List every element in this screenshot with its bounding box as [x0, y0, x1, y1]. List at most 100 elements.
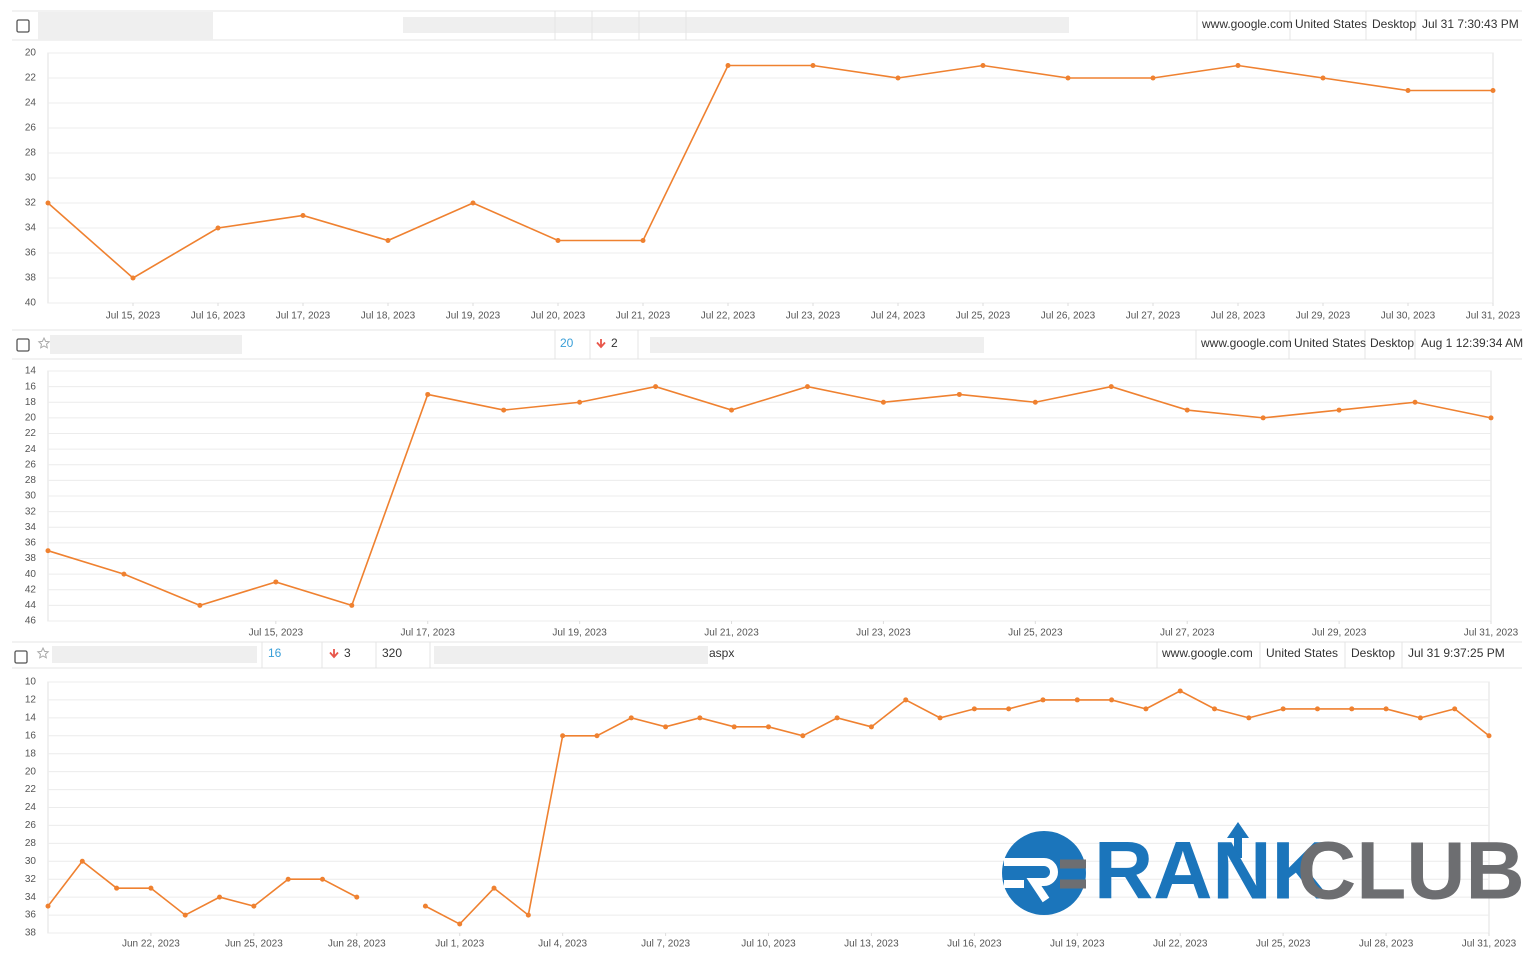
rank-point: [491, 885, 497, 891]
logo-glyph: [1060, 859, 1086, 889]
y-tick-label: 36: [25, 538, 37, 549]
y-tick-label: 36: [25, 248, 37, 259]
y-tick-label: 12: [25, 695, 37, 706]
rank-point: [217, 894, 223, 900]
y-tick-label: 34: [25, 522, 37, 533]
x-tick-label: Jul 25, 2023: [1256, 939, 1311, 950]
search-engine: www.google.com: [1200, 336, 1292, 350]
checkbox[interactable]: [14, 650, 28, 664]
x-tick-label: Jul 17, 2023: [400, 628, 455, 639]
rank-point: [525, 912, 531, 918]
rank-point: [1177, 688, 1183, 694]
y-tick-label: 32: [25, 874, 37, 885]
x-tick-label: Jul 28, 2023: [1211, 311, 1266, 322]
rank-point: [182, 912, 188, 918]
y-tick-label: 20: [25, 48, 37, 59]
x-tick-label: Jul 10, 2023: [741, 939, 796, 950]
y-tick-label: 28: [25, 148, 37, 159]
rank-point: [810, 63, 816, 68]
y-tick-label: 46: [25, 616, 37, 627]
rank-line: [47, 690, 1490, 926]
rank: 16: [268, 646, 282, 660]
x-tick-label: Jul 20, 2023: [531, 311, 586, 322]
rank-point: [1108, 384, 1114, 390]
rank: 20: [560, 336, 574, 350]
y-tick-label: 26: [25, 123, 37, 134]
x-tick-label: Jul 17, 2023: [276, 311, 331, 322]
check-date: Jul 31 9:37:25 PM: [1408, 646, 1505, 660]
x-tick-label: Jul 29, 2023: [1296, 311, 1351, 322]
x-tick-label: Jul 15, 2023: [106, 311, 161, 322]
rank-point: [1314, 706, 1320, 712]
rank-point: [121, 571, 127, 577]
logo-word: CLUB: [1297, 826, 1525, 917]
check-date: Jul 31 7:30:43 PM: [1422, 17, 1519, 31]
y-tick-label: 36: [25, 910, 37, 921]
logo-mark: [1002, 831, 1086, 915]
y-tick-label: 20: [25, 766, 37, 777]
y-tick-label: 40: [25, 298, 37, 309]
rank-point: [319, 876, 325, 882]
rank-point: [628, 715, 634, 721]
rank-point: [45, 200, 51, 206]
rank-point: [1490, 88, 1496, 93]
rank-point: [980, 63, 986, 68]
country: United States: [1266, 646, 1338, 660]
url: aspx: [709, 646, 734, 660]
y-tick-label: 32: [25, 198, 37, 209]
x-tick-label: Jul 15, 2023: [249, 628, 304, 639]
rank-point: [868, 724, 874, 730]
rank-point: [79, 858, 85, 864]
x-tick-label: Jul 29, 2023: [1312, 628, 1367, 639]
rank-point: [731, 724, 737, 730]
rank-point: [971, 706, 977, 712]
rank-point: [1006, 706, 1012, 712]
y-tick-label: 30: [25, 173, 37, 184]
checkbox[interactable]: [16, 338, 30, 352]
y-tick-label: 10: [25, 677, 37, 688]
y-tick-label: 32: [25, 506, 37, 517]
star[interactable]: [37, 336, 51, 349]
rank-point: [215, 225, 221, 231]
down-arrow: [596, 339, 606, 349]
rank-point: [804, 384, 810, 390]
rank-point: [555, 238, 561, 243]
y-tick-label: 22: [25, 784, 37, 795]
y-tick-label: 24: [25, 802, 37, 813]
rank-point: [729, 407, 735, 413]
rank-point: [457, 921, 463, 927]
x-tick-label: Jul 7, 2023: [641, 939, 690, 950]
redacted: [50, 335, 242, 354]
star[interactable]: [36, 646, 50, 659]
rank-point: [45, 548, 51, 554]
checkbox[interactable]: [16, 19, 30, 33]
redacted: [52, 646, 257, 663]
x-tick-label: Jul 26, 2023: [1041, 311, 1096, 322]
rank-point: [560, 733, 566, 739]
rank-point: [1235, 63, 1241, 68]
x-tick-label: Jul 30, 2023: [1381, 311, 1436, 322]
search-volume: 320: [382, 646, 402, 660]
x-tick-label: Jul 22, 2023: [701, 311, 756, 322]
redacted: [38, 12, 213, 40]
rank-point: [1150, 75, 1156, 81]
x-tick-label: Jul 19, 2023: [1050, 939, 1105, 950]
y-tick-label: 28: [25, 475, 37, 486]
rank-point: [1280, 706, 1286, 712]
x-tick-label: Jul 25, 2023: [956, 311, 1011, 322]
rank-point: [114, 885, 120, 891]
x-tick-label: Jul 13, 2023: [844, 939, 899, 950]
rank-point: [895, 75, 901, 81]
rank-point: [1452, 706, 1458, 712]
x-tick-label: Jul 21, 2023: [616, 311, 671, 322]
x-tick-label: Jul 21, 2023: [704, 628, 759, 639]
logo-glyph: [1004, 858, 1058, 903]
redacted: [434, 646, 708, 664]
x-tick-label: Jun 22, 2023: [122, 939, 180, 950]
rank-point: [1412, 399, 1418, 405]
y-tick-label: 30: [25, 491, 37, 502]
logo-arrow: [1227, 822, 1249, 858]
x-tick-label: Jul 16, 2023: [947, 939, 1002, 950]
rank-point: [725, 63, 731, 68]
rank-point: [1320, 75, 1326, 81]
